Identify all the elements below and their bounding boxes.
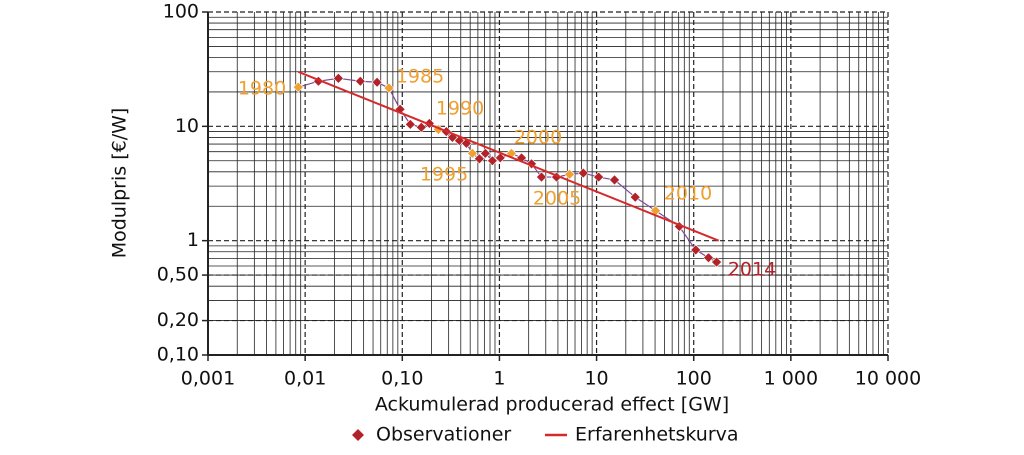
x-tick-label: 0,01 (284, 368, 326, 390)
point (453, 135, 465, 147)
x-tick-label: 10 (584, 368, 608, 390)
point (536, 171, 547, 183)
annotation: 2000 (514, 127, 562, 149)
y-tick-label: 1 (187, 229, 199, 251)
point (564, 168, 575, 180)
point (332, 72, 344, 84)
x-tick-label: 0,10 (381, 368, 423, 390)
x-tick-label: 100 (676, 368, 712, 390)
y-tick-label: 100 (163, 1, 199, 23)
legend-marker (352, 429, 364, 441)
point (371, 76, 383, 88)
point (593, 171, 605, 183)
trend-line (297, 70, 720, 242)
point (703, 252, 714, 264)
x-tick-label: 0,001 (181, 368, 235, 390)
observation-line (298, 77, 717, 263)
annotation: 2005 (533, 188, 581, 210)
y-tick-label: 0,50 (157, 264, 199, 286)
point (516, 152, 527, 164)
point (415, 121, 427, 133)
point (486, 155, 498, 167)
y-tick-label: 0,10 (157, 344, 199, 366)
annotation: 1985 (396, 66, 444, 88)
x-tick-label: 10 000 (855, 368, 921, 390)
point (354, 75, 366, 87)
annotation: 2010 (664, 183, 712, 205)
legend-label: Erfarenhetskurva (575, 424, 739, 446)
point (629, 191, 641, 203)
y-tick-label: 10 (175, 115, 199, 137)
point (690, 244, 702, 256)
y-tick-label: 0,20 (157, 309, 199, 331)
point (394, 103, 406, 115)
point (609, 174, 620, 186)
annotation: 1995 (420, 164, 468, 186)
annotation: 1980 (238, 78, 286, 100)
annotation: 2014 (728, 259, 776, 281)
point (473, 153, 485, 165)
point (466, 147, 478, 159)
y-axis-title: Modulpris [€/W] (109, 108, 131, 259)
point (494, 152, 506, 164)
point (404, 118, 416, 130)
point (383, 82, 395, 94)
point (292, 81, 304, 93)
x-axis-title: Ackumulerad producerad effect [GW] (375, 394, 729, 416)
point (673, 221, 685, 232)
point (577, 167, 589, 179)
x-tick-label: 1 (493, 368, 505, 390)
point (479, 147, 491, 159)
point (711, 256, 723, 268)
annotation: 1990 (436, 98, 484, 120)
x-tick-label: 1 000 (764, 368, 818, 390)
legend-label: Observationer (376, 424, 511, 446)
